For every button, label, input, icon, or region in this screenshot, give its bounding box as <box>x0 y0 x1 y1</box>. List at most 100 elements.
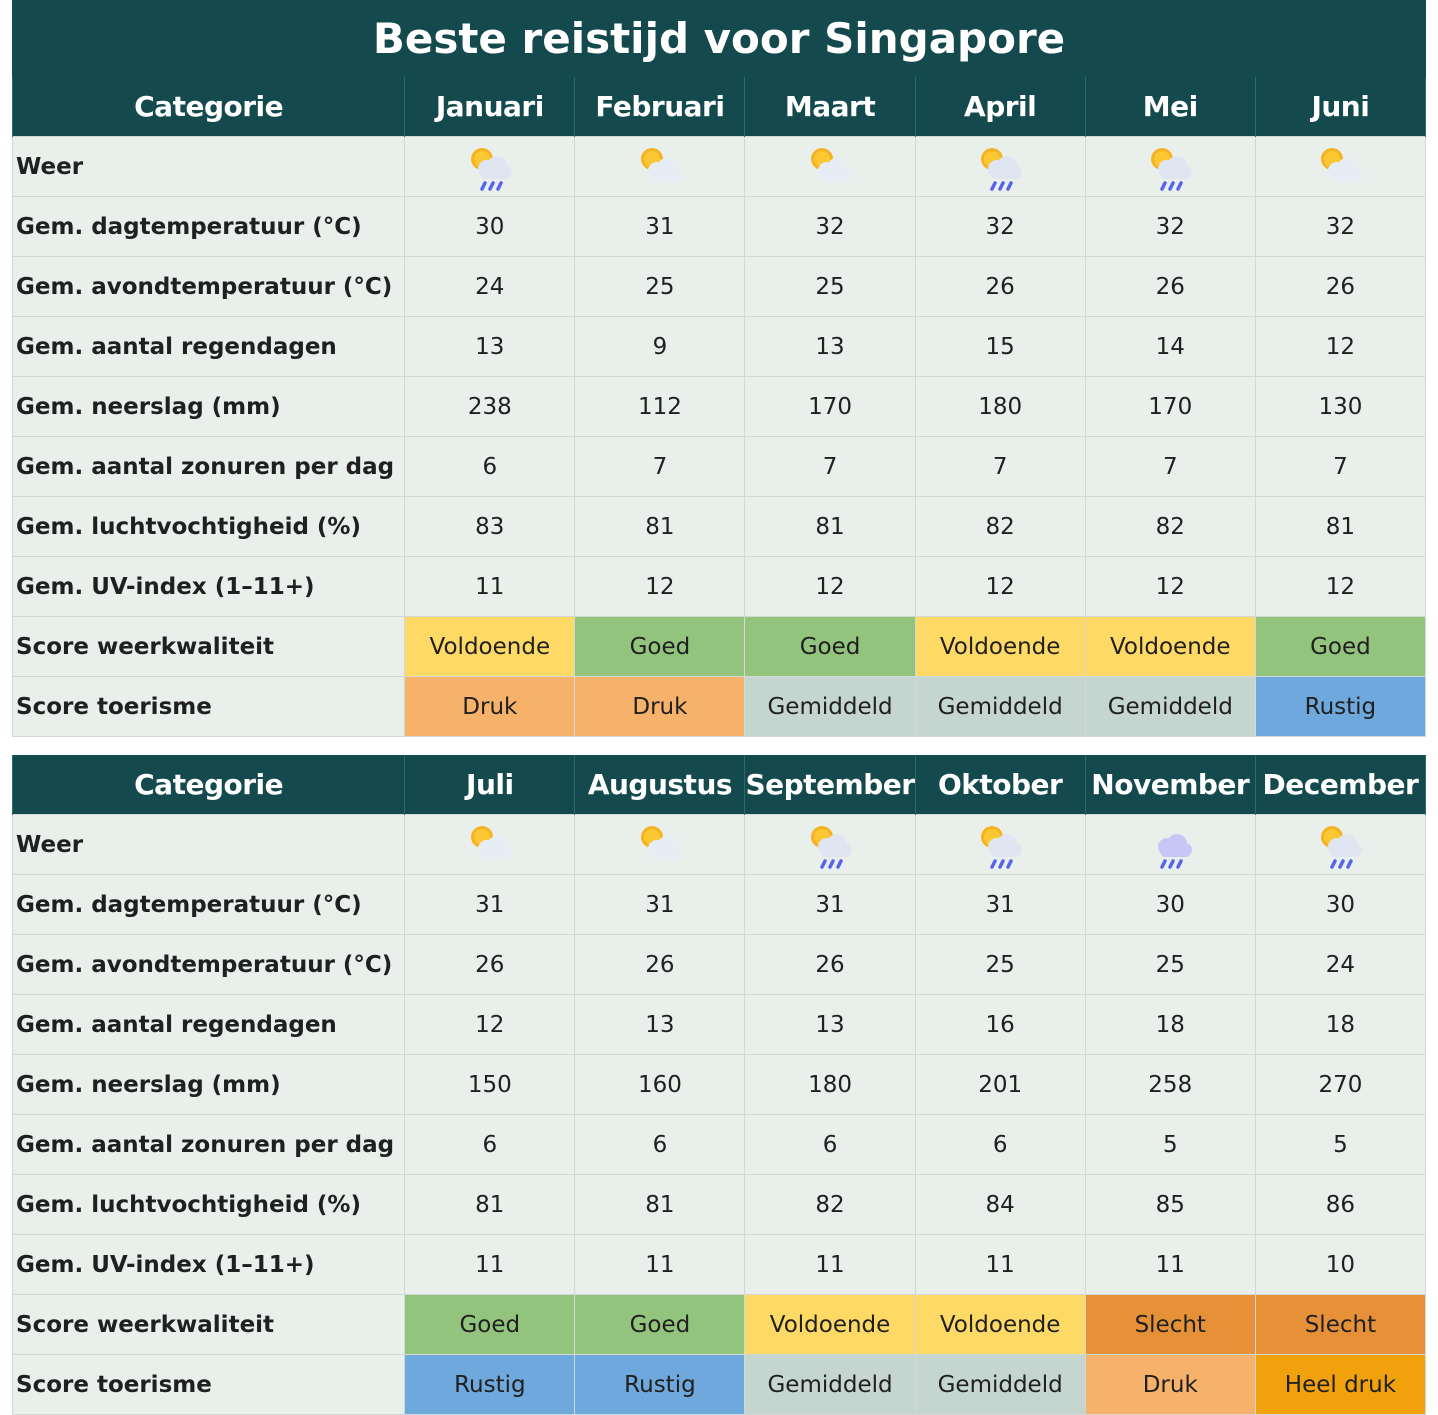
row-label: Score toerisme <box>11 676 406 737</box>
cell-uvindex: 12 <box>574 556 746 617</box>
cell-uvindex: 11 <box>404 1234 576 1295</box>
row-label: Score weerkwaliteit <box>11 1294 406 1355</box>
cell-dagtemp: 32 <box>744 196 916 257</box>
sun-cloud-icon <box>640 147 682 181</box>
row-neerslag: Gem. neerslag (mm) 150 160 180 201 258 270 <box>11 1054 1427 1115</box>
header-month: November <box>1084 755 1256 815</box>
cell-zonuren: 6 <box>404 1114 576 1175</box>
cell-luchtvochtigheid: 82 <box>914 496 1086 557</box>
cell-weerkwaliteit: Goed <box>744 616 916 677</box>
row-label: Gem. UV-index (1–11+) <box>11 556 406 617</box>
cell-dagtemp: 31 <box>744 874 916 935</box>
weather-cell <box>914 814 1086 875</box>
cell-neerslag: 170 <box>1084 376 1256 437</box>
cell-neerslag: 112 <box>574 376 746 437</box>
cell-toerisme: Rustig <box>1254 676 1427 737</box>
cell-avondtemp: 25 <box>574 256 746 317</box>
cell-luchtvochtigheid: 81 <box>744 496 916 557</box>
sun-cloud-rain-icon <box>981 147 1023 191</box>
cell-zonuren: 7 <box>1254 436 1427 497</box>
row-label: Gem. neerslag (mm) <box>11 376 406 437</box>
cell-luchtvochtigheid: 81 <box>574 496 746 557</box>
weather-cell <box>574 136 746 197</box>
row-label: Gem. avondtemperatuur (°C) <box>11 256 406 317</box>
weather-cell <box>404 814 576 875</box>
sun-cloud-rain-icon <box>811 825 853 869</box>
sun-cloud-icon <box>811 147 853 181</box>
cell-zonuren: 6 <box>744 1114 916 1175</box>
cell-luchtvochtigheid: 84 <box>914 1174 1086 1235</box>
cell-avondtemp: 26 <box>574 934 746 995</box>
row-label: Gem. aantal zonuren per dag <box>11 436 406 497</box>
cell-neerslag: 130 <box>1254 376 1427 437</box>
cell-neerslag: 270 <box>1254 1054 1427 1115</box>
cell-dagtemp: 30 <box>1254 874 1427 935</box>
cell-zonuren: 6 <box>914 1114 1086 1175</box>
row-uvindex: Gem. UV-index (1–11+) 11 11 11 11 11 10 <box>11 1234 1427 1295</box>
cell-avondtemp: 26 <box>744 934 916 995</box>
cell-regendagen: 13 <box>744 994 916 1055</box>
row-regendagen: Gem. aantal regendagen 13 9 13 15 14 12 <box>11 316 1427 377</box>
header-month: Januari <box>404 77 576 137</box>
cell-toerisme: Heel druk <box>1254 1354 1427 1415</box>
cell-zonuren: 7 <box>574 436 746 497</box>
row-weer: Weer <box>11 814 1427 875</box>
cell-neerslag: 160 <box>574 1054 746 1115</box>
row-label: Score weerkwaliteit <box>11 616 406 677</box>
cell-luchtvochtigheid: 82 <box>744 1174 916 1235</box>
cell-luchtvochtigheid: 81 <box>404 1174 576 1235</box>
cell-neerslag: 150 <box>404 1054 576 1115</box>
weather-cell <box>744 814 916 875</box>
row-label: Gem. dagtemperatuur (°C) <box>11 874 406 935</box>
weather-cell <box>1254 136 1427 197</box>
row-label: Weer <box>11 814 406 875</box>
row-avondtemp: Gem. avondtemperatuur (°C) 26 26 26 25 25 24 <box>11 934 1427 995</box>
header-month: Juni <box>1254 77 1427 137</box>
cell-luchtvochtigheid: 81 <box>574 1174 746 1235</box>
row-weerkwaliteit: Score weerkwaliteit Goed Goed Voldoende Vold… <box>11 1294 1427 1355</box>
header-month: Juli <box>404 755 576 815</box>
cell-uvindex: 10 <box>1254 1234 1427 1295</box>
row-dagtemp: Gem. dagtemperatuur (°C) 30 31 32 32 32 32 <box>11 196 1427 257</box>
weather-cell <box>1084 814 1256 875</box>
cell-zonuren: 6 <box>404 436 576 497</box>
cell-avondtemp: 26 <box>1084 256 1256 317</box>
cell-avondtemp: 26 <box>914 256 1086 317</box>
cell-zonuren: 7 <box>914 436 1086 497</box>
sun-cloud-rain-icon <box>470 147 512 191</box>
header-month: Maart <box>744 77 916 137</box>
cell-neerslag: 238 <box>404 376 576 437</box>
cell-neerslag: 180 <box>744 1054 916 1115</box>
weather-cell <box>1254 814 1427 875</box>
header-row: Categorie Januari Februari Maart April Mei Jun… <box>11 77 1427 137</box>
weather-table-1: Categorie Januari Februari Maart April Mei Jun… <box>11 77 1427 737</box>
cell-neerslag: 201 <box>914 1054 1086 1115</box>
weather-cell <box>404 136 576 197</box>
cell-uvindex: 11 <box>914 1234 1086 1295</box>
cell-dagtemp: 31 <box>574 196 746 257</box>
header-categorie: Categorie <box>11 755 406 815</box>
header-month: Oktober <box>914 755 1086 815</box>
row-weer: Weer <box>11 136 1427 197</box>
weather-cell <box>574 814 746 875</box>
sun-cloud-icon <box>640 825 682 859</box>
cell-regendagen: 13 <box>404 316 576 377</box>
cell-weerkwaliteit: Goed <box>404 1294 576 1355</box>
cell-regendagen: 13 <box>574 994 746 1055</box>
cell-weerkwaliteit: Voldoende <box>914 1294 1086 1355</box>
cell-regendagen: 18 <box>1254 994 1427 1055</box>
cell-regendagen: 9 <box>574 316 746 377</box>
cell-regendagen: 13 <box>744 316 916 377</box>
row-zonuren: Gem. aantal zonuren per dag 6 6 6 6 5 5 <box>11 1114 1427 1175</box>
cloud-rain-icon <box>1158 833 1193 869</box>
cell-uvindex: 12 <box>914 556 1086 617</box>
row-label: Weer <box>11 136 406 197</box>
cell-dagtemp: 30 <box>404 196 576 257</box>
row-toerisme: Score toerisme Druk Druk Gemiddeld Gemiddeld… <box>11 676 1427 737</box>
cell-uvindex: 12 <box>744 556 916 617</box>
cell-dagtemp: 32 <box>914 196 1086 257</box>
row-label: Gem. avondtemperatuur (°C) <box>11 934 406 995</box>
row-label: Score toerisme <box>11 1354 406 1415</box>
cell-weerkwaliteit: Voldoende <box>744 1294 916 1355</box>
cell-avondtemp: 26 <box>1254 256 1427 317</box>
